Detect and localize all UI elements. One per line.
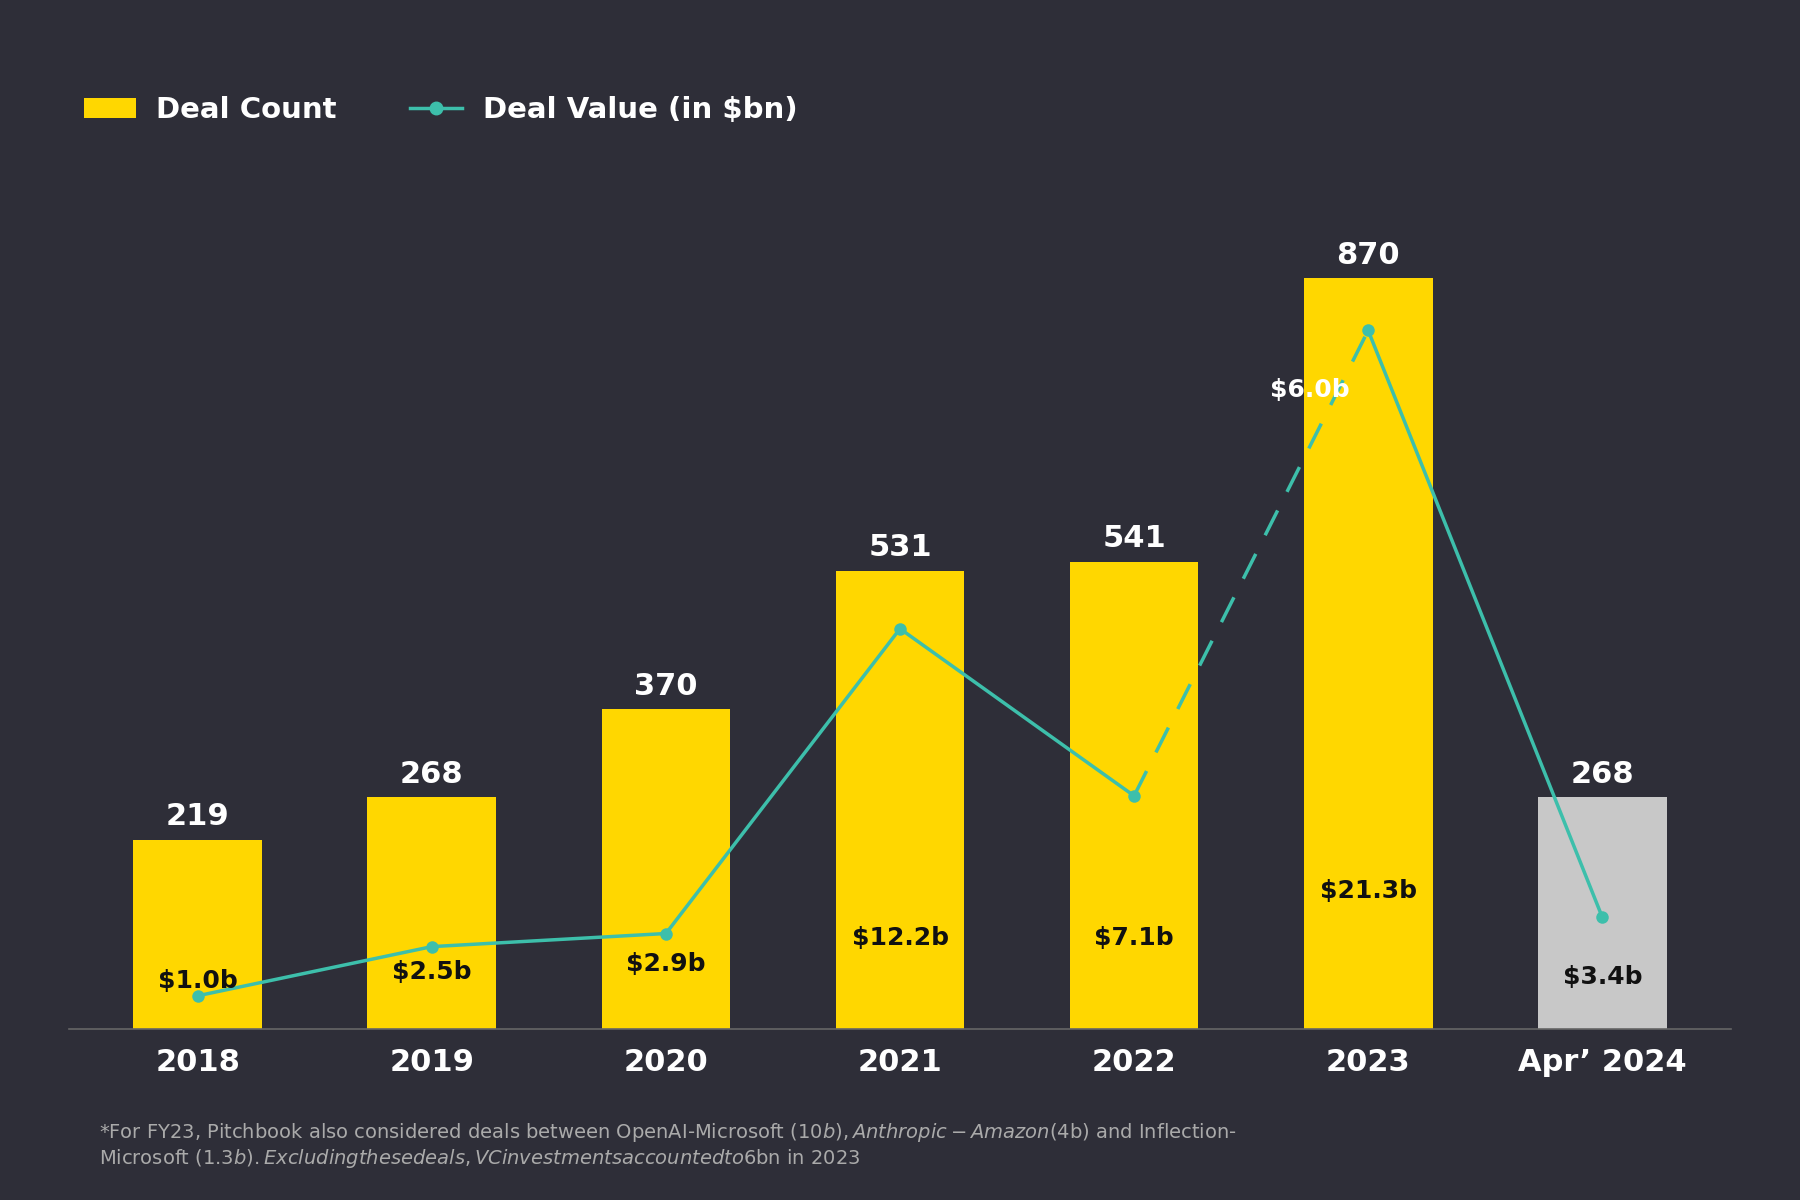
Text: 370: 370 bbox=[634, 672, 698, 701]
Text: $12.2b: $12.2b bbox=[851, 926, 949, 950]
Text: $21.3b: $21.3b bbox=[1319, 878, 1417, 902]
Text: 268: 268 bbox=[400, 760, 464, 788]
Text: $1.0b: $1.0b bbox=[158, 970, 238, 994]
Legend: Deal Count, Deal Value (in $bn): Deal Count, Deal Value (in $bn) bbox=[83, 96, 797, 125]
Bar bbox=[133, 840, 263, 1028]
Bar bbox=[1069, 562, 1199, 1028]
Text: $6.0b: $6.0b bbox=[1269, 378, 1350, 402]
Text: 531: 531 bbox=[868, 533, 932, 562]
Bar bbox=[601, 709, 731, 1028]
Text: 541: 541 bbox=[1102, 524, 1166, 553]
Text: $2.9b: $2.9b bbox=[626, 952, 706, 976]
Bar bbox=[835, 570, 965, 1028]
Bar bbox=[1303, 278, 1433, 1028]
Bar bbox=[367, 798, 497, 1028]
Text: $2.5b: $2.5b bbox=[392, 960, 472, 984]
Bar bbox=[1537, 798, 1667, 1028]
Text: 870: 870 bbox=[1336, 240, 1400, 270]
Text: 219: 219 bbox=[166, 802, 230, 832]
Text: $7.1b: $7.1b bbox=[1094, 926, 1174, 950]
Text: 268: 268 bbox=[1570, 760, 1634, 788]
Text: $3.4b: $3.4b bbox=[1562, 965, 1642, 989]
Text: *For FY23, Pitchbook also considered deals between OpenAI-Microsoft ($10b), Anth: *For FY23, Pitchbook also considered dea… bbox=[99, 1121, 1237, 1170]
